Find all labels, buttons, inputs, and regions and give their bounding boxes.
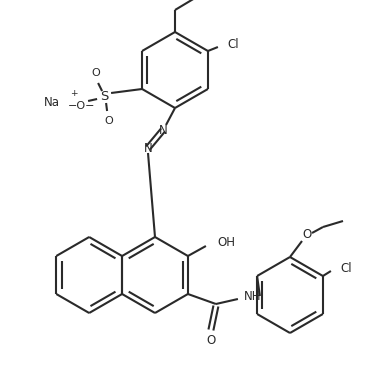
Text: O: O	[302, 229, 312, 242]
Text: −O−: −O−	[68, 101, 96, 111]
Text: Cl: Cl	[340, 261, 351, 274]
Text: NH: NH	[244, 290, 261, 303]
Text: N: N	[159, 124, 168, 137]
Text: +: +	[70, 90, 78, 98]
Text: S: S	[100, 90, 108, 103]
Text: OH: OH	[217, 235, 235, 249]
Text: O: O	[92, 68, 100, 78]
Text: O: O	[105, 116, 114, 126]
Text: O: O	[206, 334, 216, 347]
Text: N: N	[143, 142, 152, 154]
Text: Na: Na	[44, 95, 60, 108]
Text: Cl: Cl	[227, 37, 239, 51]
